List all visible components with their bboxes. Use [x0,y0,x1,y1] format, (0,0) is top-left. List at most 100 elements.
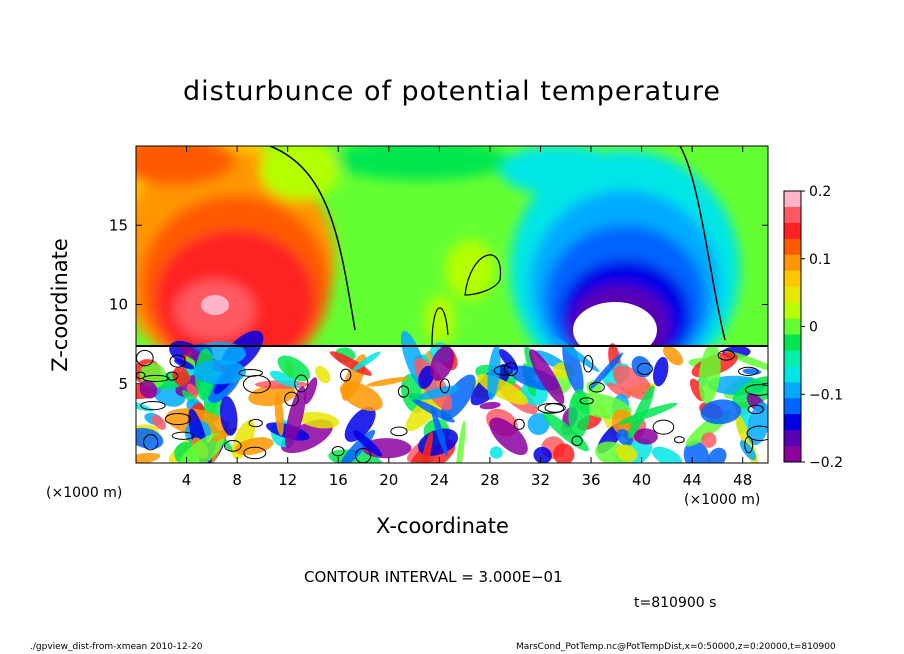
contour-loop [238,369,263,377]
x-tick-label: 24 [430,471,449,489]
turbulence-blob [219,396,238,436]
colorbar: 0.2 0.1 0 −0.1 −0.2 [783,184,843,471]
contour-loop [284,391,300,407]
footer-right: MarsCond_PotTemp.nc@PotTempDist,x=0:5000… [516,642,836,652]
contour-loop [171,431,195,440]
contour-loop [223,440,242,452]
turbulence-blob [172,366,190,386]
contour-loop [513,418,525,430]
turbulence-blob [489,417,528,456]
turbulence-blob [553,443,575,463]
turbulence-blob [269,370,299,388]
y-axis: 5 10 15 [109,216,768,393]
contour-loop [397,385,410,398]
colorbar-segment [784,302,801,320]
contour-loop [493,365,513,376]
x-tick-label: 44 [683,471,702,489]
turbulence-blob [651,446,683,463]
turbulence-blob [700,399,742,425]
turbulence-blob [568,389,590,438]
y-tick-label: 15 [109,216,128,234]
colorbar-segment [784,334,801,351]
turbulence-blob [683,440,710,463]
x-axis-label: X-coordinate [376,514,509,538]
turbulence-blob [151,414,167,430]
turbulence-blob [747,402,768,446]
colorbar-segment [784,191,801,208]
contour-loop [744,384,768,396]
x-tick-label: 40 [632,471,651,489]
turbulence-blob [418,365,434,389]
turbulence-blob [606,382,631,399]
colorbar-segment [784,206,801,224]
turbulence-blob [612,365,653,400]
turbulence-blob [562,339,584,395]
colorbar-segment [784,414,801,431]
contour-loop [544,402,566,413]
colorbar-segment [784,318,801,335]
contour-loop [143,434,159,451]
turbulence-blob [631,356,652,378]
turbulence-blob [248,384,296,407]
colorbar-segment [784,222,801,240]
turbulence-blob [366,377,409,387]
turbulence-blob [663,345,683,366]
contour-loop [439,378,450,394]
turbulence-blob [616,444,638,462]
turbulence-blob [653,356,669,387]
turbulence-blob [315,365,331,384]
y-axis-label: Z-coordinate [48,238,72,372]
turbulence-blob [299,411,340,429]
contour-loop [744,436,754,454]
colorbar-segment [784,446,801,463]
contour-loop [579,397,594,405]
turbulence-blob [177,433,225,463]
turbulence-blob [329,351,372,376]
colorbar-segment [784,430,801,447]
contour-loop [164,412,192,426]
colorbar-segment [784,382,801,399]
turbulence-blob [701,432,717,448]
contour-loop [136,349,154,367]
y-tick-label: 5 [118,375,128,393]
x-tick-label: 48 [733,471,752,489]
contour-loop [636,362,653,375]
x-tick-label: 28 [480,471,499,489]
contour-loop [294,374,309,393]
colorbar-tick-label: 0 [809,320,818,336]
contour-loop [390,426,408,437]
contour-loop [747,404,764,415]
x-tick-label: 20 [379,471,398,489]
y-tick-label: 10 [109,296,128,314]
chart-title: disturbunce of potential temperature [183,76,721,107]
turbulence-blob [479,401,501,410]
contour-loop [142,374,170,382]
turbulence-blob [193,359,246,385]
contour-loop [248,418,263,428]
x-tick-label: 36 [581,471,600,489]
turbulence-blob [285,386,306,449]
turbulence-blob [724,351,768,372]
turbulence-blob [542,411,589,452]
contour-loop [746,425,768,442]
x-axis-unit-left: (×1000 m) [46,485,123,501]
turbulence-blob [136,452,161,463]
time-label: t=810900 s [634,595,717,611]
turbulence-blob [589,352,624,390]
turbulence-blob [344,406,376,442]
colorbar-segment [784,238,801,256]
contour-loop [503,362,519,377]
contour-loop [583,354,594,373]
turbulence-blob [274,392,284,437]
colorbar-tick-label: −0.2 [809,455,843,471]
turbulence-blob [633,428,658,445]
contour-loop [571,435,583,447]
heatmap-field [136,146,768,463]
footer-left: ./gpview_dist-from-xmean 2010-12-20 [30,642,203,652]
contour-interval-label: CONTOUR INTERVAL = 3.000E−01 [304,568,563,586]
turbulence-blob [527,413,550,435]
turbulence-blob [489,446,503,459]
turbulence-blob [430,346,455,381]
contour-loop [331,445,345,457]
